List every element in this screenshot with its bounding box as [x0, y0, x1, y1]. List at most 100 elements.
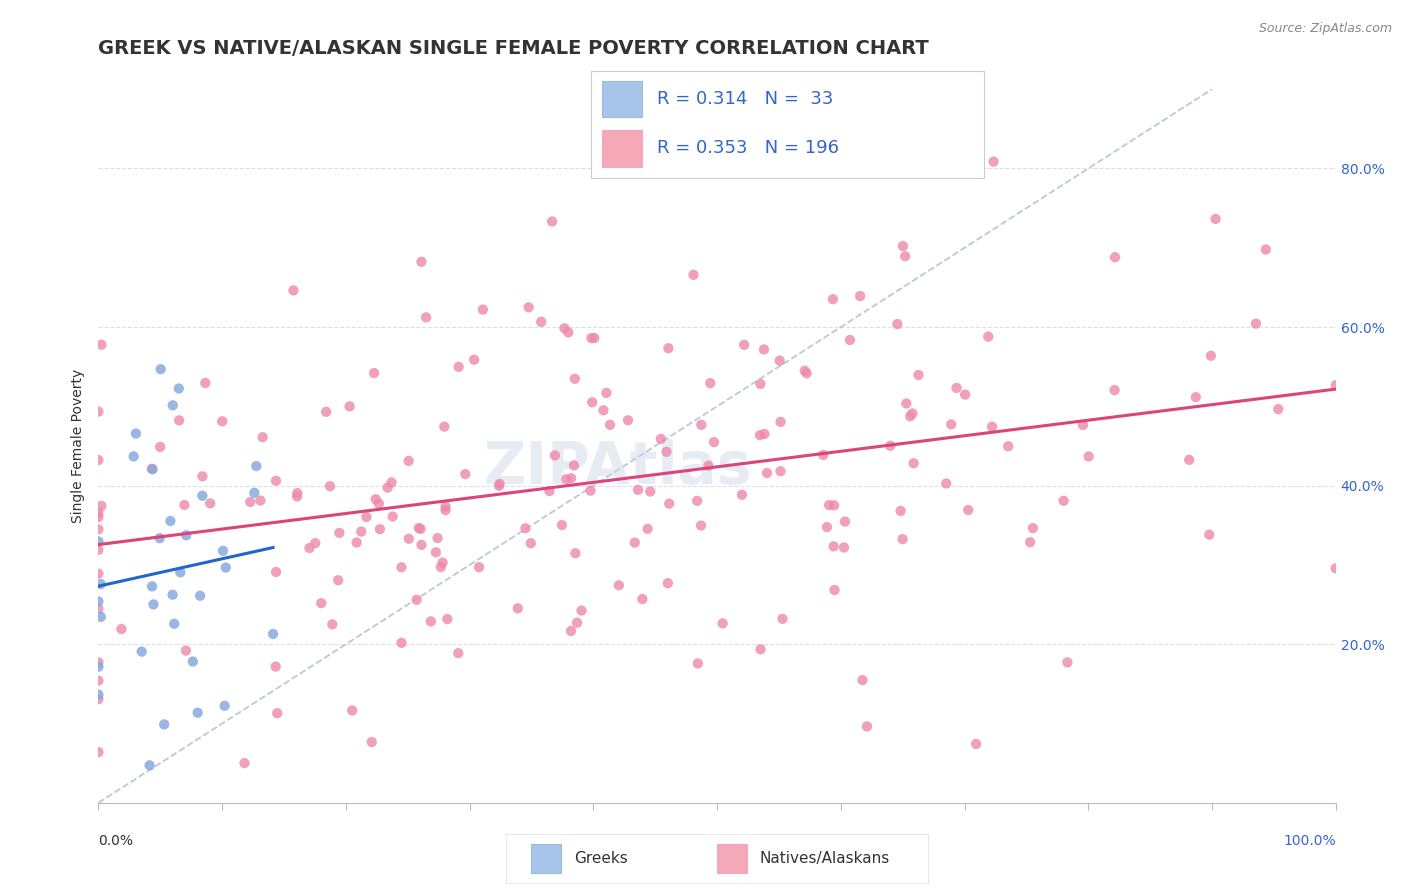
Text: R = 0.353   N = 196: R = 0.353 N = 196 [658, 139, 839, 157]
Bar [602, 130, 641, 167]
Point [754, 427, 776, 442]
Point [471, 302, 494, 317]
Point [815, 520, 838, 534]
Point [607, 578, 630, 592]
Point [1052, 493, 1074, 508]
Point [191, 489, 214, 503]
Point [1022, 521, 1045, 535]
Point [339, 400, 361, 414]
Point [191, 469, 214, 483]
Point [1071, 417, 1094, 432]
Point [823, 498, 845, 512]
Point [562, 458, 585, 473]
Point [415, 310, 437, 325]
Point [997, 439, 1019, 453]
Point [617, 413, 640, 427]
Point [1254, 243, 1277, 257]
Point [821, 292, 844, 306]
Point [823, 540, 845, 554]
Point [321, 617, 343, 632]
Point [571, 603, 593, 617]
Point [87, 534, 110, 549]
Point [194, 376, 217, 390]
Point [398, 532, 420, 546]
Point [769, 464, 792, 478]
Point [287, 486, 309, 500]
Point [87, 543, 110, 558]
Point [1056, 656, 1078, 670]
Point [167, 413, 190, 427]
Point [890, 504, 912, 518]
Point [756, 466, 779, 480]
Point [592, 403, 614, 417]
Point [1198, 527, 1220, 541]
Point [264, 659, 287, 673]
Point [188, 589, 211, 603]
Point [581, 395, 603, 409]
Point [249, 493, 271, 508]
Point [703, 435, 725, 450]
Point [87, 566, 110, 581]
Point [398, 454, 420, 468]
Text: GREEK VS NATIVE/ALASKAN SINGLE FEMALE POVERTY CORRELATION CHART: GREEK VS NATIVE/ALASKAN SINGLE FEMALE PO… [98, 39, 929, 58]
Point [686, 657, 709, 671]
Point [903, 456, 925, 470]
Point [319, 479, 342, 493]
Point [891, 532, 914, 546]
Point [560, 624, 582, 638]
Point [690, 417, 713, 432]
Point [174, 643, 197, 657]
Point [315, 405, 337, 419]
Point [941, 417, 963, 432]
Point [174, 528, 197, 542]
Point [364, 492, 387, 507]
Point [153, 717, 176, 731]
Point [555, 472, 578, 486]
Point [891, 239, 914, 253]
Point [879, 439, 901, 453]
Point [181, 655, 204, 669]
Point [560, 471, 582, 485]
Point [1019, 535, 1042, 549]
Point [411, 538, 433, 552]
Point [149, 362, 172, 376]
Point [748, 428, 770, 442]
Point [752, 343, 775, 357]
Point [167, 382, 190, 396]
Point [711, 616, 734, 631]
Point [1104, 250, 1126, 264]
Point [849, 289, 872, 303]
Point [391, 560, 413, 574]
Point [599, 417, 621, 432]
Point [328, 573, 350, 587]
Text: ZIPAtlas: ZIPAtlas [484, 439, 752, 496]
Point [886, 317, 908, 331]
Point [1244, 317, 1267, 331]
Point [87, 656, 110, 670]
Point [87, 659, 110, 673]
Point [488, 479, 510, 493]
Point [557, 326, 579, 340]
Point [579, 483, 602, 498]
Point [434, 500, 457, 514]
Point [356, 510, 378, 524]
Point [682, 268, 704, 282]
Text: Source: ZipAtlas.com: Source: ZipAtlas.com [1258, 22, 1392, 36]
Point [340, 704, 363, 718]
Point [1324, 561, 1347, 575]
Point [200, 496, 222, 510]
Point [655, 445, 678, 459]
Point [631, 592, 654, 607]
Point [658, 497, 681, 511]
Point [125, 426, 148, 441]
Point [405, 592, 427, 607]
Point [517, 301, 540, 315]
Point [430, 560, 453, 574]
Point [304, 536, 326, 550]
Point [212, 543, 235, 558]
Point [1077, 450, 1099, 464]
Point [793, 364, 815, 378]
Point [824, 582, 846, 597]
Point [488, 477, 510, 491]
Point [965, 737, 987, 751]
